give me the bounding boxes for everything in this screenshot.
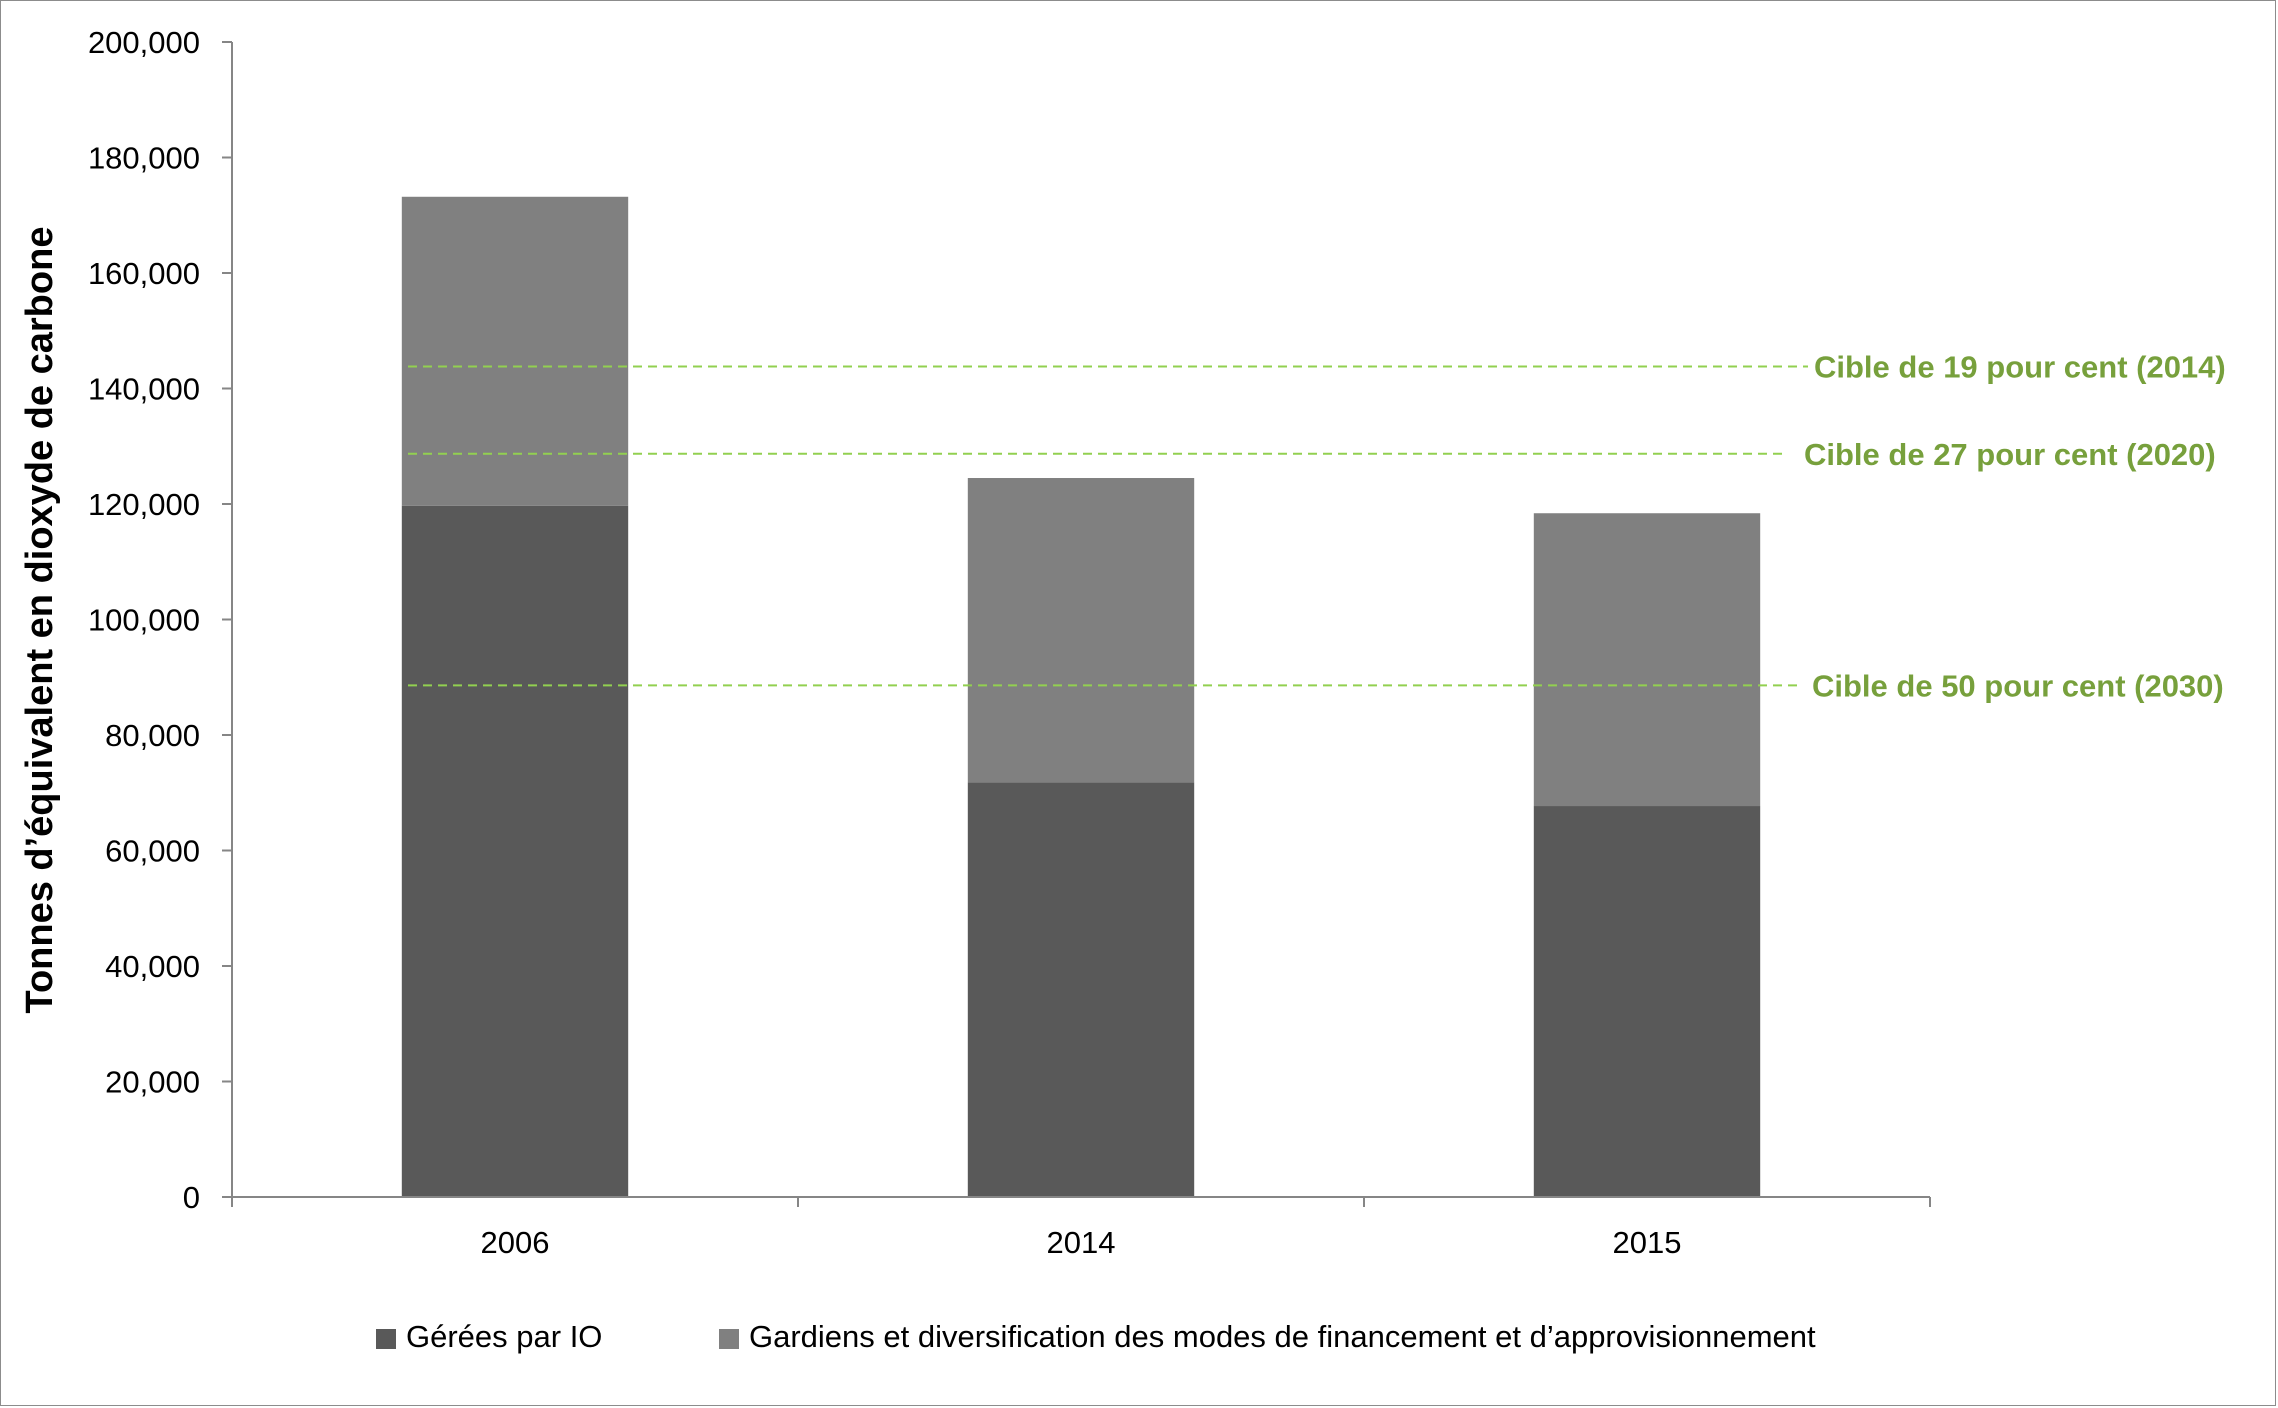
y-tick-label-8: 160,000 xyxy=(88,256,200,291)
y-tick-label-9: 180,000 xyxy=(88,141,200,176)
x-tick-label-2006: 2006 xyxy=(481,1225,550,1260)
y-axis-title: Tonnes d’équivalent en dioxyde de carbon… xyxy=(19,227,61,1014)
target-label-3: Cible de 50 pour cent (2030) xyxy=(1812,668,2224,703)
bar-2006-series-1 xyxy=(401,505,629,1197)
x-tick-label-2014: 2014 xyxy=(1047,1225,1116,1260)
bar-2015-series-2 xyxy=(1533,513,1761,807)
legend-label-2: Gardiens et diversification des modes de… xyxy=(749,1319,1816,1354)
y-tick-label-6: 120,000 xyxy=(88,487,200,522)
y-tick-label-7: 140,000 xyxy=(88,372,200,407)
y-tick-label-0: 0 xyxy=(183,1180,200,1215)
y-tick-label-5: 100,000 xyxy=(88,603,200,638)
axes-layer: 0 20,000 40,000 60,000 80,000 100,000 120,000 1… xyxy=(88,25,1931,1260)
legend: Gérées par IO Gardiens et diversification… xyxy=(376,1319,1816,1354)
bar-2014-series-1 xyxy=(967,782,1195,1197)
y-tick-label-2: 40,000 xyxy=(105,949,200,984)
y-tick-label-3: 60,000 xyxy=(105,834,200,869)
x-tick-label-2015: 2015 xyxy=(1613,1225,1682,1260)
legend-swatch-2 xyxy=(719,1329,739,1349)
target-label-1: Cible de 19 pour cent (2014) xyxy=(1814,350,2226,385)
y-tick-label-4: 80,000 xyxy=(105,718,200,753)
target-lines-layer: Cible de 19 pour cent (2014) Cible de 27 … xyxy=(408,350,2226,703)
bar-2006-series-2 xyxy=(401,196,629,506)
legend-swatch-1 xyxy=(376,1329,396,1349)
y-tick-label-10: 200,000 xyxy=(88,25,200,60)
bar-2015-series-1 xyxy=(1533,806,1761,1197)
bars-layer xyxy=(401,196,1761,1197)
bar-2014-series-2 xyxy=(967,478,1195,783)
target-label-2: Cible de 27 pour cent (2020) xyxy=(1804,437,2216,472)
legend-label-1: Gérées par IO xyxy=(406,1319,602,1354)
y-tick-label-1: 20,000 xyxy=(105,1065,200,1100)
